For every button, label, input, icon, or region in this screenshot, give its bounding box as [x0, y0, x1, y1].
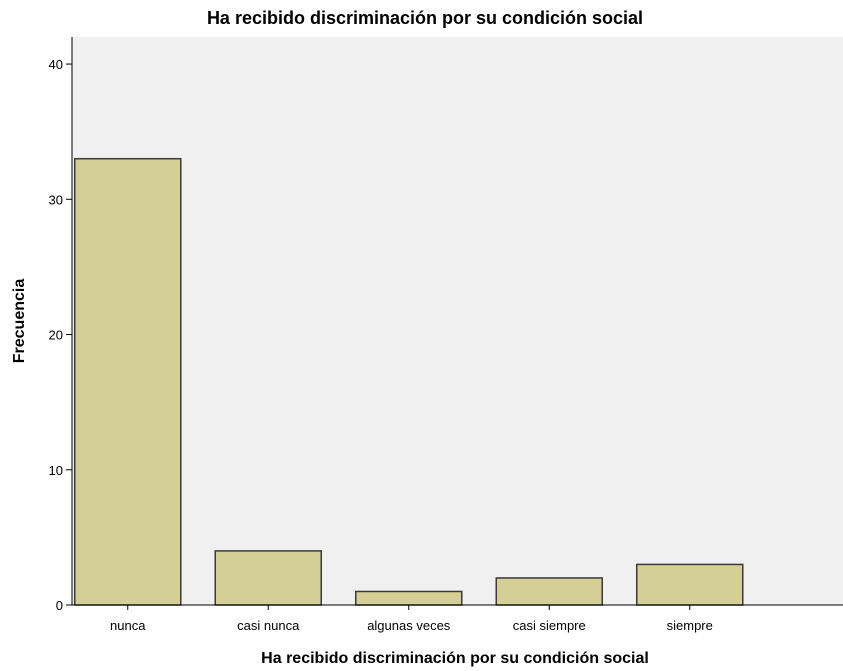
y-axis-ticks: 0 10 20 30 40 [49, 57, 72, 613]
bars-group [74, 157, 744, 606]
y-tick-label: 10 [49, 463, 63, 478]
bar-casi-siempre [495, 577, 603, 606]
x-category-label: casi nunca [237, 618, 300, 633]
bar-siempre [636, 563, 744, 606]
y-axis-label: Frecuencia [11, 279, 28, 364]
y-tick-label: 30 [49, 192, 63, 207]
bar-casi-nunca [214, 550, 322, 606]
bar-algunas-veces [355, 590, 463, 606]
y-tick-label: 20 [49, 328, 63, 343]
x-axis-label: Ha recibido discriminación por su condic… [261, 650, 649, 667]
x-category-label: siempre [667, 618, 713, 633]
x-category-label: casi siempre [513, 618, 586, 633]
plot-area [72, 37, 843, 605]
x-category-label: algunas veces [367, 618, 451, 633]
bar-nunca [74, 157, 182, 606]
y-tick-label: 40 [49, 57, 63, 72]
x-axis-category-labels: nunca casi nunca algunas veces casi siempre… [110, 605, 713, 633]
chart-title: Ha recibido discriminación por su condic… [207, 8, 643, 28]
y-tick-label: 0 [56, 598, 63, 613]
x-category-label: nunca [110, 618, 146, 633]
